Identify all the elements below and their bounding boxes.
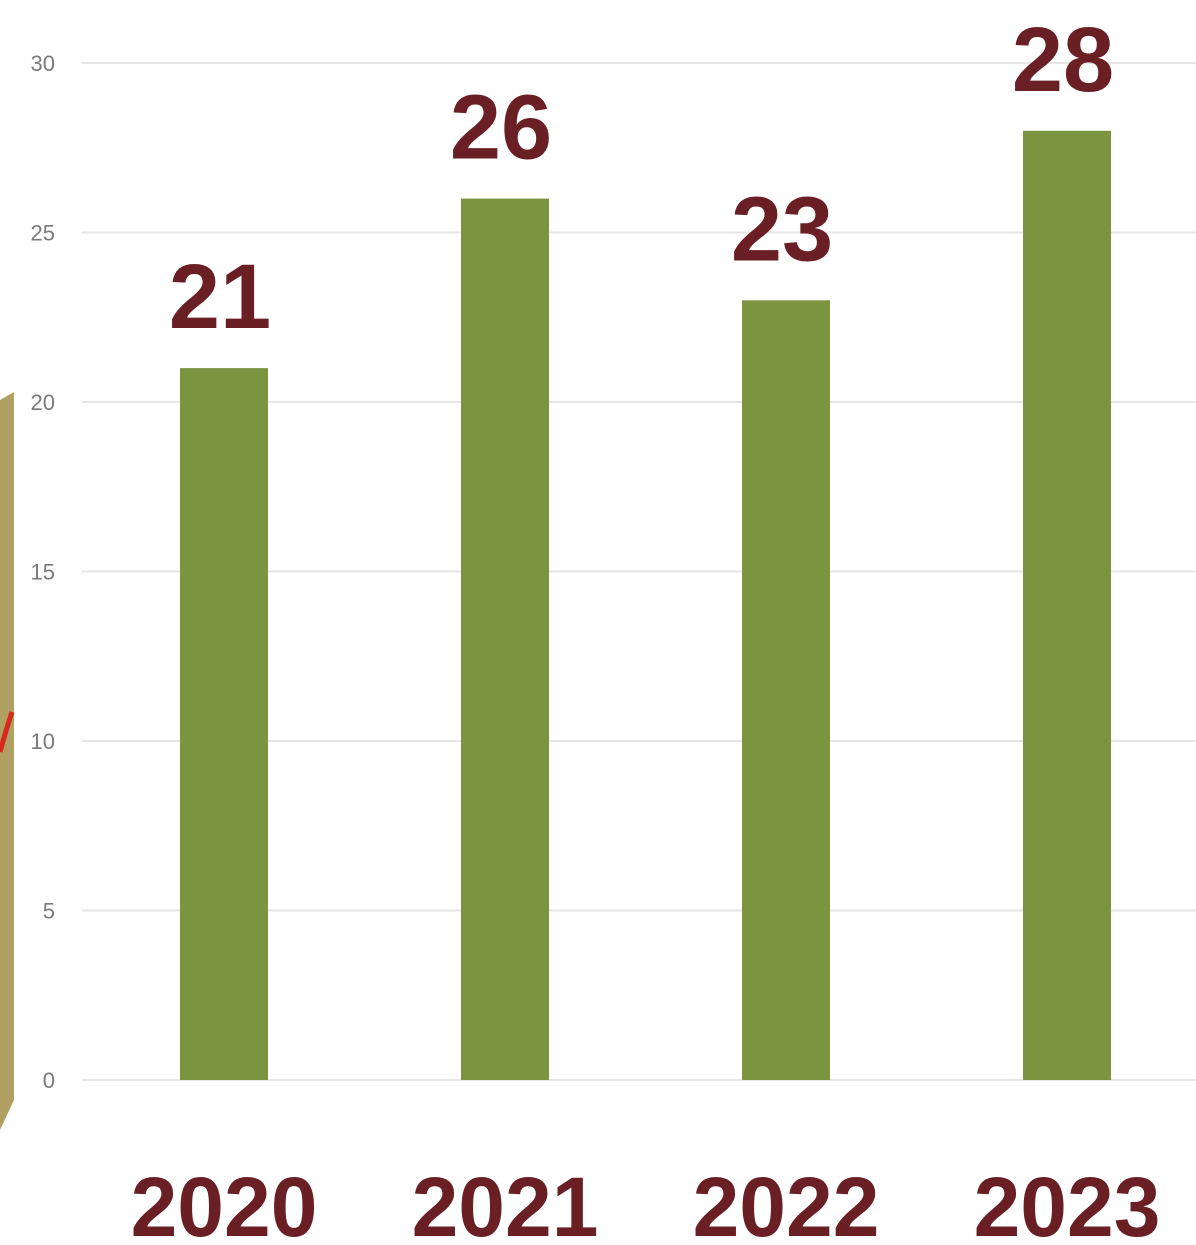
y-tick-label: 10 bbox=[31, 729, 55, 754]
decorative-red-curve bbox=[0, 711, 15, 753]
data-label: 21 bbox=[169, 246, 271, 348]
decorative-side-panel bbox=[0, 392, 14, 1130]
y-tick-label: 25 bbox=[31, 221, 55, 246]
y-tick-label: 0 bbox=[43, 1068, 55, 1093]
y-tick-label: 5 bbox=[43, 899, 55, 924]
y-tick-label: 30 bbox=[31, 51, 55, 76]
bars bbox=[180, 130, 1111, 1081]
x-axis-labels: 2020 2021 2022 2023 bbox=[131, 1160, 1161, 1245]
x-category-label: 2020 bbox=[131, 1160, 318, 1245]
bar bbox=[742, 300, 830, 1080]
x-category-label: 2023 bbox=[974, 1160, 1161, 1245]
data-labels: 21 26 23 28 bbox=[169, 9, 1114, 348]
data-label: 28 bbox=[1012, 9, 1114, 111]
bar bbox=[1023, 130, 1111, 1081]
x-category-label: 2021 bbox=[412, 1160, 599, 1245]
y-tick-label: 20 bbox=[31, 390, 55, 415]
y-axis-ticks: 0 5 10 15 20 25 30 bbox=[31, 51, 55, 1093]
x-category-label: 2022 bbox=[693, 1160, 880, 1245]
data-label: 26 bbox=[450, 77, 552, 179]
bar bbox=[180, 368, 268, 1081]
data-label: 23 bbox=[731, 178, 833, 280]
bar bbox=[461, 198, 549, 1081]
y-tick-label: 15 bbox=[31, 560, 55, 585]
